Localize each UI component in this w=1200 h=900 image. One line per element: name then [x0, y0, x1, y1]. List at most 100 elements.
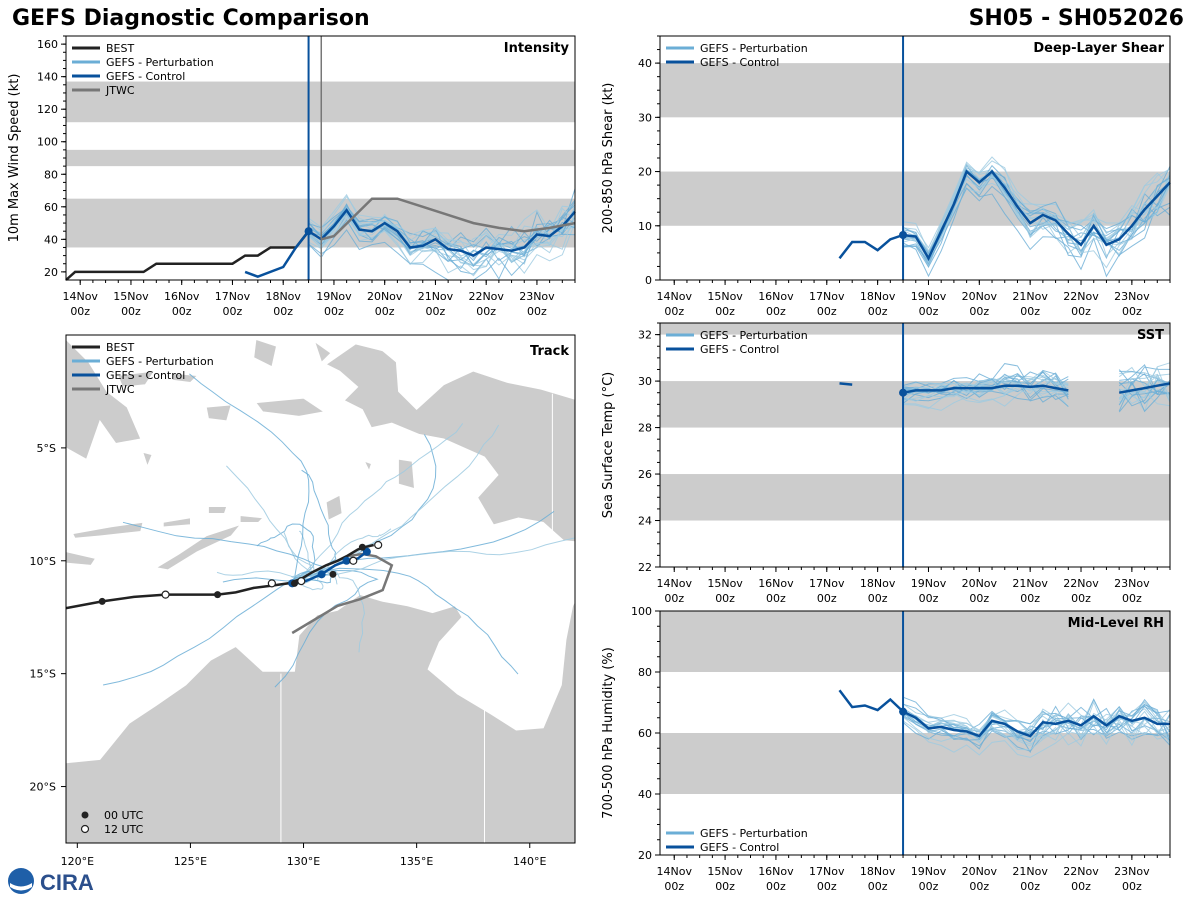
perturbation-member-line: [903, 378, 1171, 411]
legend-00utc-marker: [81, 811, 89, 819]
series-line-jtwc: [320, 197, 576, 241]
x-tick-hour: 00z: [121, 305, 141, 318]
x-tick-hour: 00z: [1071, 592, 1091, 605]
x-tick-hour: 00z: [715, 880, 735, 893]
best-00utc-point: [214, 591, 222, 599]
perturbation-member-line: [903, 373, 1171, 401]
panel-sst: 22 24 26 28 30 32 14Nov 00z 15Nov 00z 16Nov 00z 17No…: [601, 322, 1171, 605]
plot-frame: [65, 334, 576, 844]
control-track-point: [342, 556, 351, 565]
perturbation-track-line: [122, 521, 327, 583]
y-tick-label: 20: [44, 266, 58, 279]
x-tick-date: 17Nov: [809, 865, 845, 878]
storm-id: SH05 - SH052026: [968, 6, 1184, 31]
x-tick-hour: 00z: [969, 880, 989, 893]
y-tick-label: 0: [645, 274, 652, 287]
x-tick-date: 20Nov: [962, 865, 998, 878]
y-tick-label: 60: [44, 201, 58, 214]
perturbation-track-line: [291, 567, 365, 653]
x-tick-hour: 00z: [919, 592, 939, 605]
x-tick-date: 18Nov: [860, 290, 896, 303]
y-tick-label: 120: [37, 103, 58, 116]
init-point: [899, 230, 908, 239]
x-tick-date: 16Nov: [758, 577, 794, 590]
x-tick-hour: 00z: [969, 592, 989, 605]
perturbation-member-line: [902, 710, 1171, 747]
x-tick-date: 19Nov: [911, 865, 947, 878]
x-tick-date: 23Nov: [519, 290, 555, 303]
perturbation-member-line: [903, 177, 1171, 262]
legend-perturbation: GEFS - Perturbation: [700, 329, 808, 342]
perturbation-member-line: [902, 163, 1171, 269]
x-tick-date: 19Nov: [911, 290, 947, 303]
kai-island: [363, 460, 372, 472]
legend-00utc: 00 UTC: [104, 809, 144, 822]
x-tick-date: 20Nov: [962, 290, 998, 303]
shaded-band: [660, 611, 1170, 672]
legend-perturbation: GEFS - Perturbation: [106, 355, 214, 368]
perturbation-member-line: [308, 207, 576, 266]
y-tick-label: 60: [638, 727, 652, 740]
y-tick-label: 80: [44, 168, 58, 181]
best-00utc-point: [290, 579, 298, 587]
x-tick-date: 15Nov: [707, 577, 743, 590]
x-tick-hour: 00z: [1122, 592, 1142, 605]
x-tick-date: 21Nov: [1012, 290, 1048, 303]
kisar-island: [239, 515, 264, 523]
x-tick-date: 18Nov: [860, 865, 896, 878]
x-tick-hour: 00z: [868, 305, 888, 318]
perturbation-track-line: [296, 510, 555, 586]
perturbation-track-line: [294, 423, 464, 584]
x-tick-hour: 00z: [817, 880, 837, 893]
seram-island: [255, 397, 325, 417]
perturbation-member-line: [903, 161, 1171, 257]
page-title: GEFS Diagnostic Comparison: [12, 6, 370, 31]
y-tick-label: 100: [631, 605, 652, 618]
x-tick-hour: 00z: [919, 305, 939, 318]
x-tick-hour: 00z: [476, 305, 496, 318]
y-tick-label: 10°S: [30, 555, 56, 568]
perturbation-track-line: [290, 434, 437, 586]
y-axis-label: 10m Max Wind Speed (kt): [7, 74, 22, 243]
x-tick-hour: 00z: [664, 305, 684, 318]
shaded-band: [660, 63, 1170, 118]
best-track-line: [66, 543, 374, 610]
x-tick-date: 14Nov: [657, 865, 693, 878]
x-tick-date: 23Nov: [1114, 290, 1150, 303]
y-tick-label: 40: [638, 57, 652, 70]
perturbation-track-line: [189, 373, 310, 583]
x-tick-hour: 00z: [172, 305, 192, 318]
series-line-best: [65, 230, 310, 281]
series-line-control: [838, 169, 1171, 261]
alor-island: [162, 517, 191, 528]
best-12utc-point: [161, 590, 170, 599]
y-tick-label: 20: [638, 166, 652, 179]
control-track-point: [317, 570, 326, 579]
perturbation-member-line: [308, 229, 576, 281]
y-tick-label: 26: [638, 468, 652, 481]
misool-island: [314, 340, 332, 363]
legend-perturbation: GEFS - Perturbation: [106, 56, 214, 69]
x-tick-date: 23Nov: [1114, 865, 1150, 878]
x-tick-date: 14Nov: [657, 577, 693, 590]
best-00utc-point: [329, 570, 337, 578]
x-tick-date: 15Nov: [113, 290, 149, 303]
x-tick-label: 135°E: [400, 855, 433, 868]
init-point: [899, 707, 908, 716]
legend-best: BEST: [106, 341, 134, 354]
best-00utc-point: [98, 597, 106, 605]
logo-text: CIRA: [40, 870, 94, 895]
buton-island: [142, 451, 153, 468]
shaded-band: [660, 474, 1170, 521]
shaded-band: [66, 81, 575, 123]
legend-control: GEFS - Control: [106, 369, 185, 382]
legend-control: GEFS - Control: [700, 343, 779, 356]
x-tick-hour: 00z: [527, 305, 547, 318]
x-tick-date: 17Nov: [215, 290, 251, 303]
map-layer: [66, 338, 575, 843]
y-axis-label: 200-850 hPa Shear (kt): [601, 83, 616, 234]
shaded-band: [660, 733, 1170, 794]
legend-control: GEFS - Control: [700, 56, 779, 69]
halmahera-island: [253, 338, 277, 368]
